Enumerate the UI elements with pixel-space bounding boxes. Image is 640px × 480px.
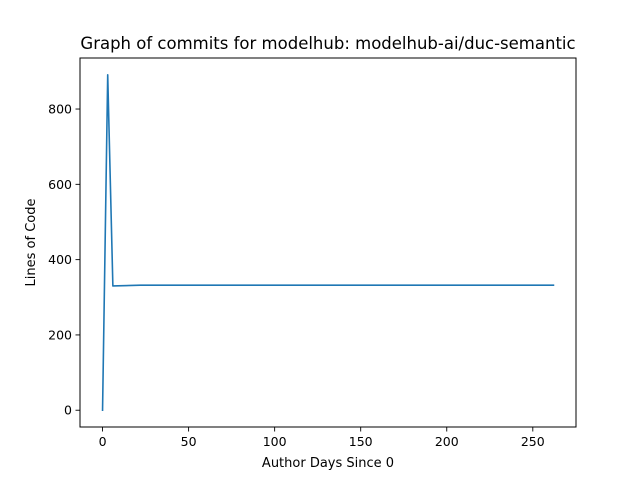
y-tick-label: 0 [64,403,72,418]
y-axis-ticks: 0 200 400 600 800 [48,102,80,418]
x-tick-label: 150 [349,434,373,449]
plot-area [80,58,576,427]
plot-frame [79,57,577,428]
y-axis-label: Lines of Code [24,199,39,287]
y-tick-label: 600 [48,177,72,192]
chart-title: Graph of commits for modelhub: modelhub-… [80,34,575,53]
y-tick-label: 400 [48,252,72,267]
x-tick-label: 100 [263,434,287,449]
x-tick-label: 0 [99,434,107,449]
y-tick-label: 200 [48,327,72,342]
y-tick-label: 800 [48,102,72,117]
data-series [101,73,555,412]
x-axis-label: Author Days Since 0 [262,456,394,471]
x-tick-label: 50 [181,434,197,449]
x-tick-label: 200 [435,434,459,449]
x-tick-label: 250 [521,434,545,449]
x-axis-ticks: 0 50 100 150 200 250 [99,427,545,449]
series-line-0 [101,73,555,412]
